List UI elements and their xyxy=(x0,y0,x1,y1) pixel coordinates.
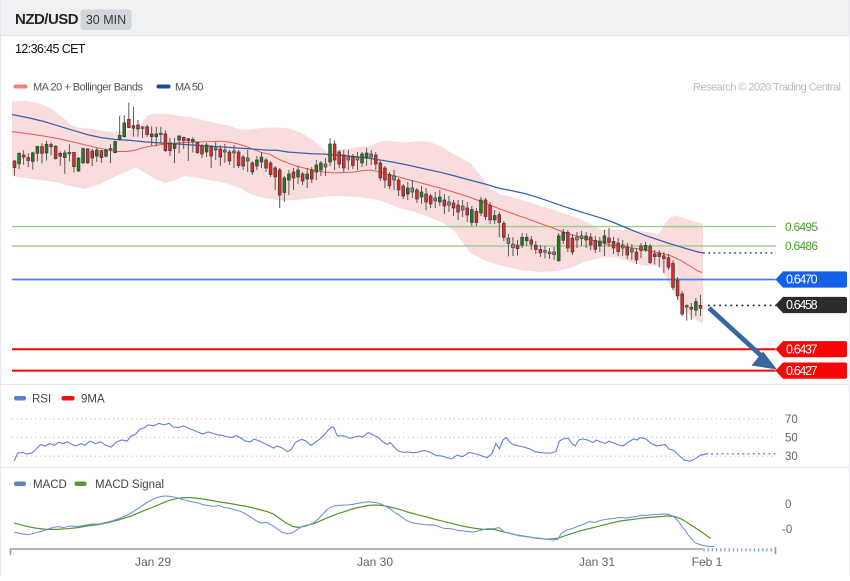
svg-text:0.6470: 0.6470 xyxy=(786,273,818,287)
svg-text:MACD: MACD xyxy=(33,479,67,491)
svg-text:0.6427: 0.6427 xyxy=(786,364,818,378)
svg-text:MA 50: MA 50 xyxy=(175,82,204,94)
svg-text:Jan 30: Jan 30 xyxy=(357,555,393,569)
svg-text:Feb 1: Feb 1 xyxy=(692,555,723,569)
svg-text:MA 20 + Bollinger Bands: MA 20 + Bollinger Bands xyxy=(33,82,144,94)
svg-text:NZD/USD: NZD/USD xyxy=(15,11,79,28)
svg-text:0.6486: 0.6486 xyxy=(785,239,818,253)
svg-text:RSI: RSI xyxy=(32,394,51,406)
svg-text:9MA: 9MA xyxy=(81,394,105,406)
svg-text:0: 0 xyxy=(785,499,791,511)
svg-text:30: 30 xyxy=(785,451,798,463)
svg-text:MACD Signal: MACD Signal xyxy=(95,479,164,491)
svg-text:30 MIN: 30 MIN xyxy=(86,13,126,27)
svg-text:70: 70 xyxy=(785,414,798,426)
svg-text:12:36:45 CET: 12:36:45 CET xyxy=(15,42,86,56)
svg-text:0.6437: 0.6437 xyxy=(786,342,818,356)
svg-text:Research © 2020 Trading Centra: Research © 2020 Trading Central xyxy=(693,82,841,94)
svg-text:0.6495: 0.6495 xyxy=(785,220,818,234)
svg-text:-0: -0 xyxy=(782,524,792,536)
svg-text:Jan 29: Jan 29 xyxy=(135,555,171,569)
svg-text:0.6458: 0.6458 xyxy=(786,298,818,312)
svg-text:50: 50 xyxy=(785,432,798,444)
svg-text:Jan 31: Jan 31 xyxy=(579,555,615,569)
